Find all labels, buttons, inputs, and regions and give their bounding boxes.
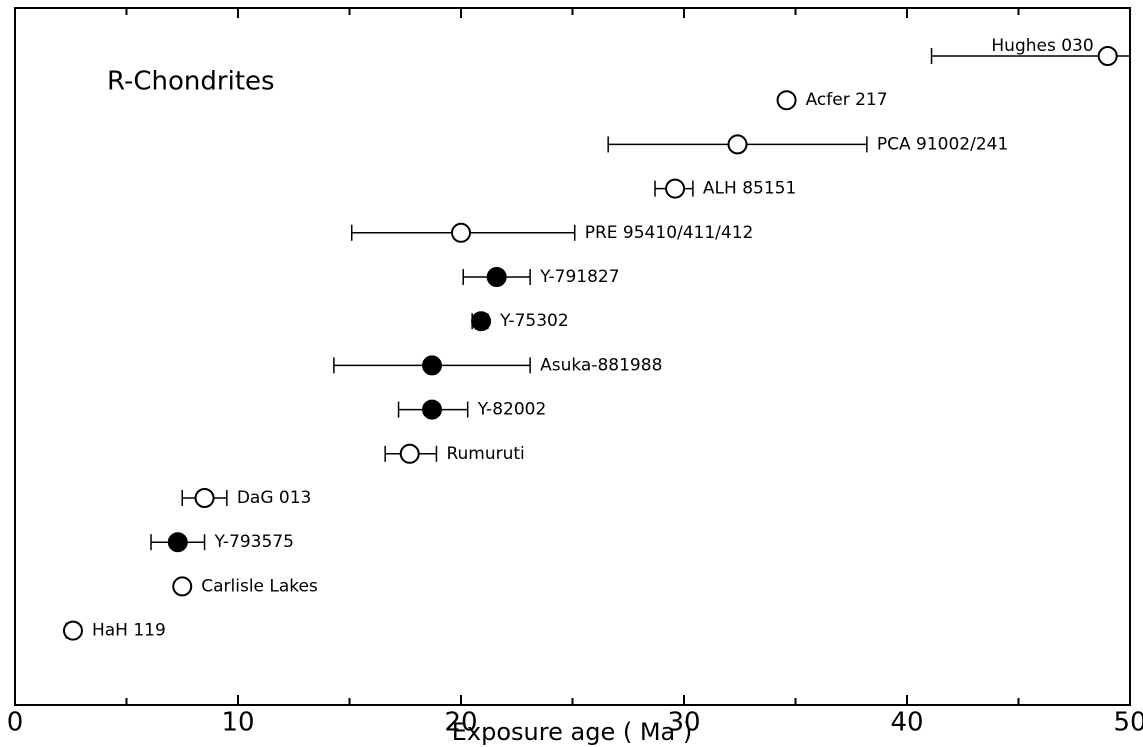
- marker: [1097, 46, 1118, 66]
- x-tick-label: 40: [890, 708, 923, 738]
- point-label: Acfer 217: [806, 90, 888, 110]
- marker: [776, 90, 797, 111]
- marker: [194, 488, 215, 508]
- x-tick-label: 0: [7, 708, 24, 738]
- marker: [727, 134, 748, 155]
- point-label: HaH 119: [92, 621, 166, 641]
- x-tick-label: 50: [1113, 708, 1143, 738]
- point-label: Asuka-881988: [540, 355, 662, 375]
- x-tick-label: 30: [667, 708, 700, 738]
- point-label: ALH 85151: [703, 179, 796, 199]
- marker: [665, 178, 686, 199]
- marker: [451, 222, 471, 243]
- point-label: PRE 95410/411/412: [585, 223, 754, 243]
- point-label: Y-75302: [499, 311, 569, 331]
- x-axis-label: Exposure age ( Ma ): [452, 718, 692, 746]
- point-label: Hughes 030: [991, 36, 1093, 56]
- point-label: Carlisle Lakes: [201, 576, 318, 596]
- x-tick-label: 10: [221, 708, 254, 738]
- marker: [172, 576, 193, 597]
- point-label: Y-82002: [477, 400, 547, 420]
- marker: [422, 399, 443, 420]
- x-tick-label: 20: [444, 708, 477, 738]
- point-label: DaG 013: [237, 488, 312, 508]
- marker: [167, 532, 188, 553]
- point-label: Y-791827: [539, 267, 619, 287]
- point-label: PCA 91002/241: [877, 134, 1008, 154]
- point-label: Rumuruti: [446, 444, 524, 464]
- marker: [399, 443, 420, 464]
- marker: [62, 620, 83, 641]
- marker: [471, 311, 492, 332]
- chart-title: R-Chondrites: [107, 67, 275, 97]
- marker: [486, 267, 507, 287]
- marker: [422, 355, 443, 376]
- point-label: Y-793575: [214, 532, 294, 552]
